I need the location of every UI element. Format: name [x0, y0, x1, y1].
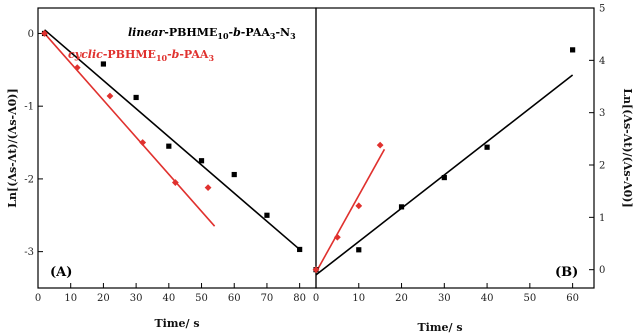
panel-b-x-axis-title: Time/ s — [417, 321, 462, 334]
y-tick-label: -1 — [24, 102, 34, 113]
y-tick-label: 3 — [599, 108, 605, 119]
data-point-diamond — [355, 202, 363, 210]
data-point-square — [484, 144, 490, 150]
data-point-square — [356, 247, 362, 253]
data-point-diamond — [204, 184, 212, 192]
panel-b-ticks: 0 10 20 30 40 50 60 0 1 2 3 4 5 — [313, 4, 606, 305]
legend-text-part: linear — [128, 26, 165, 39]
data-point-diamond — [333, 233, 341, 241]
panel-a-ticks: 0 10 20 30 40 50 60 70 800-1-2-3 — [24, 29, 306, 304]
y-tick-label: 5 — [599, 4, 605, 15]
data-point-square — [264, 212, 270, 218]
panel-b: 0 10 20 30 40 50 60 0 1 2 3 4 5 (B) Time/ s Ln[(Λs-Λ… — [312, 4, 633, 334]
legend-text-part: -PBHME — [164, 26, 217, 39]
legend-text-part: 3 — [290, 31, 296, 41]
x-tick-label: 50 — [195, 293, 208, 304]
data-point-diamond — [139, 139, 147, 146]
x-tick-label: 20 — [395, 293, 408, 304]
y-tick-label: -3 — [24, 247, 34, 258]
x-tick-label: 20 — [97, 293, 110, 304]
fit-line-series-1 — [43, 32, 216, 227]
panel-b-points — [312, 47, 576, 274]
y-tick-label: 1 — [599, 213, 605, 224]
data-point-square — [297, 246, 303, 253]
data-point-square — [133, 94, 139, 101]
panel-b-fit-lines — [315, 74, 574, 276]
legend-text-part: 10 — [156, 53, 168, 63]
panel-a-x-axis-title: Time/ s — [154, 317, 199, 330]
y-tick-label: -2 — [24, 174, 34, 185]
fit-line-series-0 — [315, 74, 574, 276]
panel-a-label: (A) — [50, 265, 72, 280]
x-tick-label: 10 — [64, 293, 77, 304]
fit-line-series-1 — [315, 148, 386, 273]
panel-b-plot-frame — [315, 7, 595, 289]
data-point-diamond — [106, 92, 114, 100]
data-point-diamond — [312, 266, 320, 274]
panel-a-fit-lines — [43, 29, 301, 251]
legend-text-part: b — [172, 48, 180, 61]
x-tick-label: 10 — [352, 293, 365, 304]
data-point-square — [441, 174, 447, 181]
data-point-diamond — [171, 179, 179, 186]
y-tick-label: 4 — [599, 56, 605, 67]
data-point-square — [398, 204, 405, 210]
legend-text-part: 3 — [270, 31, 276, 41]
x-tick-label: 60 — [566, 293, 579, 304]
y-tick-label: 0 — [599, 265, 605, 276]
legend-text-part: b — [233, 26, 241, 39]
x-tick-label: 30 — [130, 293, 143, 304]
legend-text-part: 3 — [208, 53, 214, 63]
legend-entry-0: linear-PBHME10-b-PAA3-N3 — [128, 26, 296, 41]
legend-entry-1: cyclic-PBHME10-b-PAA3 — [68, 48, 214, 63]
data-point-square — [198, 158, 205, 164]
data-point-diamond — [41, 30, 48, 37]
legend-text-part: cyclic — [68, 48, 103, 61]
y-tick-label: 0 — [28, 29, 34, 40]
x-tick-label: 40 — [481, 293, 494, 304]
legend-text-part: -PAA — [241, 26, 271, 39]
legend-text-part: -PAA — [179, 48, 209, 61]
data-point-square — [100, 61, 107, 67]
panel-a-points — [41, 30, 303, 253]
legend-text-part: -N — [275, 26, 290, 39]
legend-text-part: 10 — [217, 31, 229, 41]
x-tick-label: 50 — [523, 293, 536, 304]
panel-a-y-axis-title: Ln[(Λs-Λt)/(Λs-Λ0)] — [6, 88, 19, 207]
x-tick-label: 60 — [228, 293, 241, 304]
panel-b-label: (B) — [555, 265, 578, 280]
x-tick-label: 0 — [313, 293, 319, 304]
panel-a: 0 10 20 30 40 50 60 70 800-1-2-3 (A) Time/ s Ln[… — [6, 7, 317, 330]
data-point-square — [166, 143, 172, 149]
x-tick-label: 80 — [293, 293, 306, 304]
legend-text-part: - — [229, 26, 234, 39]
x-tick-label: 40 — [162, 293, 175, 304]
data-point-square — [570, 47, 576, 53]
legend-text-part: -PBHME — [103, 48, 156, 61]
legend-text-part: - — [167, 48, 172, 61]
fit-line-series-0 — [44, 29, 301, 251]
legend: linear-PBHME10-b-PAA3-N3cyclic-PBHME10-b… — [68, 26, 296, 63]
x-tick-label: 70 — [261, 293, 274, 304]
x-tick-label: 0 — [35, 293, 41, 304]
data-point-square — [231, 171, 237, 178]
data-point-diamond — [376, 141, 384, 149]
x-tick-label: 30 — [438, 293, 451, 304]
data-point-diamond — [73, 64, 81, 72]
panel-b-y-axis-title: Ln[(Λs-Λt)/(Λs-Λ0)] — [621, 88, 633, 207]
y-tick-label: 2 — [599, 161, 605, 172]
